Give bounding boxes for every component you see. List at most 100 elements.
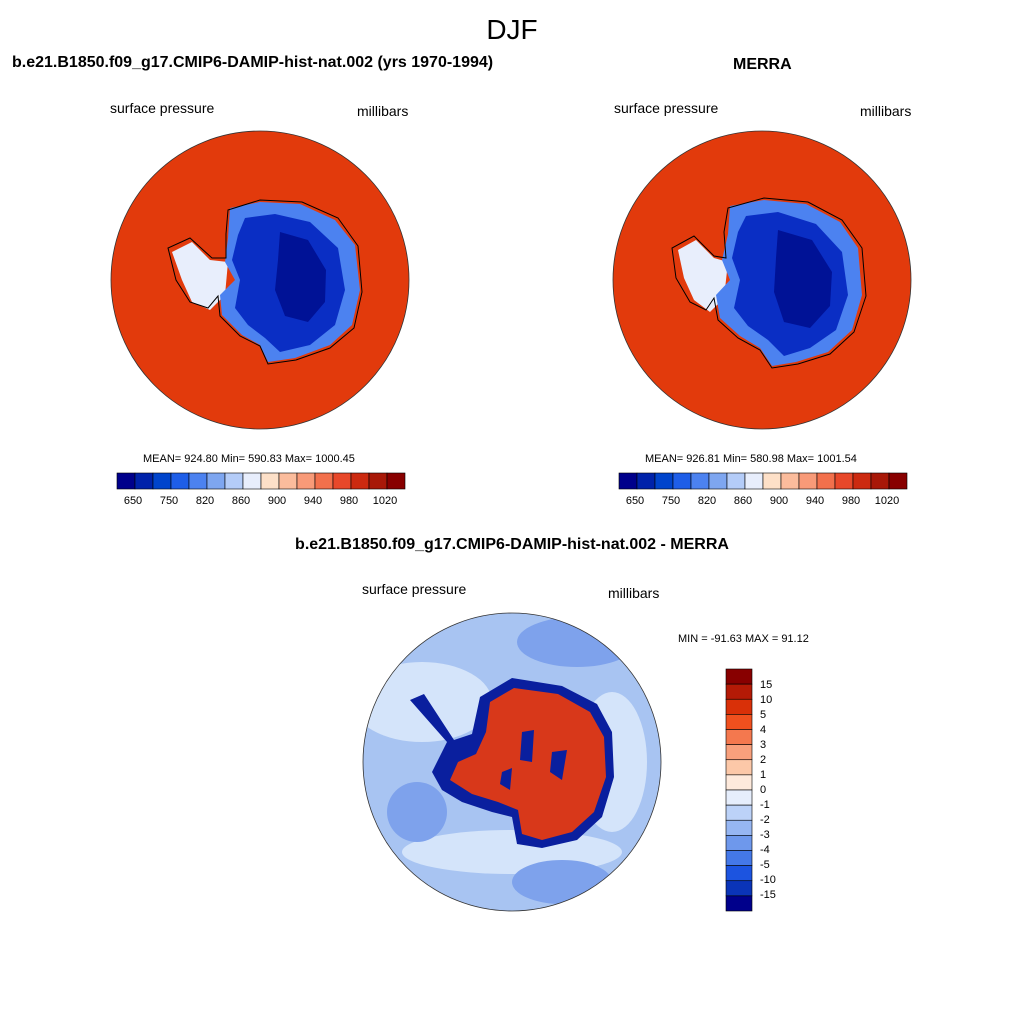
diff-cbar-tick: 4 <box>760 724 767 736</box>
diff-colorbar-swatch <box>725 774 753 791</box>
diff-colorbar-swatch <box>725 668 753 685</box>
colorbar-swatch <box>206 472 226 490</box>
model-cbar-tick: 940 <box>303 495 323 507</box>
colorbar-swatch <box>852 472 872 490</box>
season-title: DJF <box>486 14 538 45</box>
colorbar-swatch <box>834 472 854 490</box>
colorbar-swatch <box>726 472 746 490</box>
colorbar-swatch <box>654 472 674 490</box>
obs-cbar-tick: 750 <box>661 495 681 507</box>
diff-cbar-tick: -5 <box>760 859 770 871</box>
diff-cbar-tick: 2 <box>760 754 767 766</box>
obs-colorbar <box>618 472 908 490</box>
diff-colorbar-swatch <box>725 714 753 730</box>
colorbar-swatch <box>708 472 728 490</box>
model-cbar-tick: 860 <box>231 495 251 507</box>
diff-colorbar-swatch <box>725 698 753 715</box>
colorbar-swatch <box>152 472 172 490</box>
diff-colorbar-ticks: 15 10 5 4 3 2 1 0 -1 -2 -3 -4 -5 -10 -15 <box>760 669 800 911</box>
colorbar-swatch <box>780 472 800 490</box>
colorbar-swatch <box>242 472 262 490</box>
obs-cbar-tick: 650 <box>625 495 645 507</box>
model-cbar-tick: 1020 <box>372 495 398 507</box>
obs-colorbar-ticks: 650 750 820 860 900 940 980 1020 <box>619 495 907 509</box>
diff-stats: MIN = -91.63 MAX = 91.12 <box>678 633 809 645</box>
obs-cbar-tick: 1020 <box>874 495 900 507</box>
diff-cbar-tick: -1 <box>760 799 770 811</box>
model-colorbar-ticks: 650 750 820 860 900 940 980 1020 <box>117 495 405 509</box>
model-variable-label: surface pressure <box>110 100 215 116</box>
colorbar-swatch <box>296 472 316 490</box>
obs-stats: MEAN= 926.81 Min= 580.98 Max= 1001.54 <box>645 453 857 465</box>
diff-colorbar-swatch <box>725 850 753 866</box>
obs-cbar-tick: 900 <box>769 495 789 507</box>
colorbar-swatch <box>672 472 692 490</box>
colorbar-swatch <box>816 472 836 490</box>
colorbar-swatch <box>332 472 352 490</box>
diff-colorbar-swatch <box>725 895 753 912</box>
diff-colorbar-swatch <box>725 835 753 851</box>
colorbar-swatch <box>278 472 298 490</box>
diff-colorbar-swatch <box>725 683 753 700</box>
model-cbar-tick: 980 <box>339 495 359 507</box>
colorbar-swatch <box>870 472 890 490</box>
diff-colorbar-swatch <box>725 759 753 776</box>
colorbar-swatch <box>798 472 818 490</box>
model-colorbar <box>116 472 406 490</box>
colorbar-swatch <box>368 472 388 490</box>
diff-cbar-tick: -4 <box>760 844 770 856</box>
model-panel-title: b.e21.B1850.f09_g17.CMIP6-DAMIP-hist-nat… <box>12 54 494 71</box>
diff-cbar-tick: 3 <box>760 739 767 751</box>
diff-colorbar-swatch <box>725 744 753 761</box>
obs-cbar-tick: 980 <box>841 495 861 507</box>
model-polar-map <box>110 130 410 430</box>
colorbar-swatch <box>690 472 710 490</box>
diff-colorbar-swatch <box>725 804 753 821</box>
colorbar-swatch <box>170 472 190 490</box>
colorbar-swatch <box>188 472 208 490</box>
diff-cbar-tick: -15 <box>760 889 776 901</box>
colorbar-swatch <box>350 472 370 490</box>
diff-colorbar-swatch <box>725 789 753 806</box>
colorbar-swatch <box>260 472 280 490</box>
model-cbar-tick: 650 <box>123 495 143 507</box>
diff-colorbar-swatch <box>725 819 753 836</box>
diff-units-label: millibars <box>608 585 660 601</box>
diff-polar-map <box>362 612 662 912</box>
diff-colorbar <box>725 668 753 912</box>
diff-cbar-tick: -10 <box>760 874 776 886</box>
model-cbar-tick: 820 <box>195 495 215 507</box>
diff-cbar-tick: 0 <box>760 784 767 796</box>
colorbar-swatch <box>386 472 406 490</box>
model-cbar-tick: 750 <box>159 495 179 507</box>
obs-variable-label: surface pressure <box>614 100 719 116</box>
diff-panel-title: b.e21.B1850.f09_g17.CMIP6-DAMIP-hist-nat… <box>295 536 729 553</box>
obs-cbar-tick: 940 <box>805 495 825 507</box>
colorbar-swatch <box>116 472 136 490</box>
model-cbar-tick: 900 <box>267 495 287 507</box>
model-units-label: millibars <box>357 103 409 119</box>
colorbar-swatch <box>224 472 244 490</box>
diff-cbar-tick: 10 <box>760 694 773 706</box>
colorbar-swatch <box>636 472 656 490</box>
diff-cbar-tick: 5 <box>760 709 767 721</box>
diff-colorbar-swatch <box>725 729 753 745</box>
obs-units-label: millibars <box>860 103 912 119</box>
diff-variable-label: surface pressure <box>362 581 467 597</box>
diff-colorbar-swatch <box>725 865 753 882</box>
colorbar-swatch <box>134 472 154 490</box>
diff-colorbar-swatch <box>725 880 753 897</box>
colorbar-swatch <box>888 472 908 490</box>
diff-cbar-tick: 1 <box>760 769 767 781</box>
diff-cbar-tick: -3 <box>760 829 770 841</box>
colorbar-swatch <box>618 472 638 490</box>
colorbar-swatch <box>314 472 334 490</box>
model-stats: MEAN= 924.80 Min= 590.83 Max= 1000.45 <box>143 453 355 465</box>
colorbar-swatch <box>744 472 764 490</box>
obs-panel-title: MERRA <box>733 56 792 73</box>
obs-polar-map <box>612 130 912 430</box>
obs-cbar-tick: 820 <box>697 495 717 507</box>
obs-cbar-tick: 860 <box>733 495 753 507</box>
diff-cbar-tick: -2 <box>760 814 770 826</box>
diff-cbar-tick: 15 <box>760 679 773 691</box>
